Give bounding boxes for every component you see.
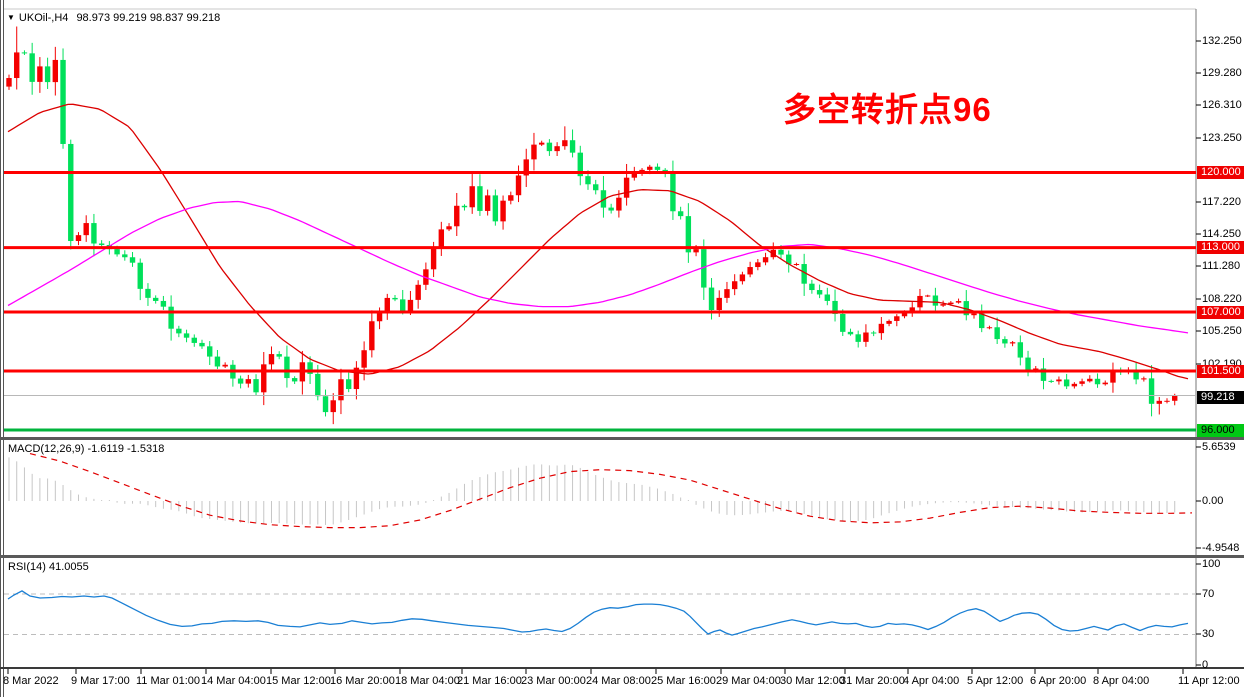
time-axis-label: 21 Mar 16:00	[457, 675, 522, 687]
price-axis-label: 0.00	[1202, 495, 1224, 507]
symbol-title[interactable]: ▼ UKOil-,H4 98.973 99.219 98.837 99.218	[7, 12, 220, 24]
symbol-period-label: UKOil-,H4	[18, 12, 69, 24]
price-badge: 99.218	[1197, 391, 1244, 404]
time-axis-label: 25 Mar 16:00	[651, 675, 716, 687]
rsi-plot	[4, 590, 1196, 636]
price-badge: 113.000	[1197, 241, 1244, 254]
price-badge: 96.000	[1197, 424, 1244, 437]
time-axis-label: 23 Mar 00:00	[521, 675, 586, 687]
axis-ticks	[7, 40, 1201, 674]
price-axis-label: 111.280	[1202, 260, 1241, 272]
rsi-indicator-label: RSI(14) 41.0055	[8, 561, 89, 573]
price-axis-label: 126.310	[1202, 99, 1242, 111]
time-axis-label: 11 Apr 12:00	[1178, 675, 1240, 687]
time-axis-label: 16 Mar 20:00	[330, 675, 395, 687]
time-axis-label: 18 Mar 04:00	[395, 675, 460, 687]
chevron-down-icon[interactable]: ▼	[7, 13, 15, 22]
macd-indicator-label: MACD(12,26,9) -1.6119 -1.5318	[8, 443, 165, 455]
time-axis-label: 6 Apr 20:00	[1030, 675, 1087, 687]
price-axis-label: 132.250	[1202, 35, 1242, 47]
price-axis-label: 30	[1202, 628, 1215, 640]
time-axis-label: 14 Mar 04:00	[201, 675, 266, 687]
price-axis-label: 117.220	[1202, 196, 1241, 208]
time-axis-label: 8 Mar 2022	[3, 675, 59, 687]
time-axis-label: 8 Apr 04:00	[1093, 675, 1150, 687]
time-axis-label: 29 Mar 04:00	[716, 675, 781, 687]
price-axis-label: 100	[1202, 558, 1221, 570]
price-axis-label: 114.250	[1202, 228, 1241, 240]
window-frame	[0, 0, 1197, 697]
price-axis-label: 0	[1202, 659, 1209, 671]
price-badge: 120.000	[1197, 166, 1244, 179]
price-axis-label: 123.250	[1202, 132, 1242, 144]
moving-averages	[7, 103, 1189, 380]
time-axis-label: 24 Mar 08:00	[586, 675, 651, 687]
price-axis-label: 5.6539	[1202, 441, 1236, 453]
time-axis-label: 31 Mar 20:00	[840, 675, 905, 687]
annotation-text: 多空转折点96	[783, 91, 992, 128]
price-badge: 101.500	[1197, 365, 1244, 378]
time-axis-label: 15 Mar 12:00	[266, 675, 331, 687]
panel-dividers	[0, 437, 1244, 669]
price-axis-label: 70	[1202, 588, 1215, 600]
time-axis-label: 30 Mar 12:00	[780, 675, 845, 687]
time-axis-label: 4 Apr 04:00	[903, 675, 960, 687]
time-axis-label: 5 Apr 12:00	[967, 675, 1024, 687]
ohlc-values: 98.973 99.219 98.837 99.218	[76, 12, 221, 24]
macd-plot	[8, 453, 1193, 529]
price-axis-label: 129.280	[1202, 67, 1242, 79]
price-badge: 107.000	[1197, 306, 1244, 319]
time-axis-label: 9 Mar 17:00	[71, 675, 130, 687]
price-axis-label: 105.250	[1202, 325, 1242, 337]
time-axis[interactable]: 8 Mar 2022 9 Mar 17:00 11 Mar 01:00 14 Mar …	[0, 669, 1244, 697]
price-axis-label: -4.9548	[1202, 542, 1240, 554]
candlesticks	[6, 26, 1178, 425]
horizontal-lines	[4, 170, 1196, 432]
time-axis-label: 11 Mar 01:00	[136, 675, 201, 687]
price-axis-label: 108.220	[1202, 293, 1242, 305]
price-axis[interactable]: 132.250 129.280 126.310 123.250 117.220 114.2…	[1197, 0, 1244, 671]
